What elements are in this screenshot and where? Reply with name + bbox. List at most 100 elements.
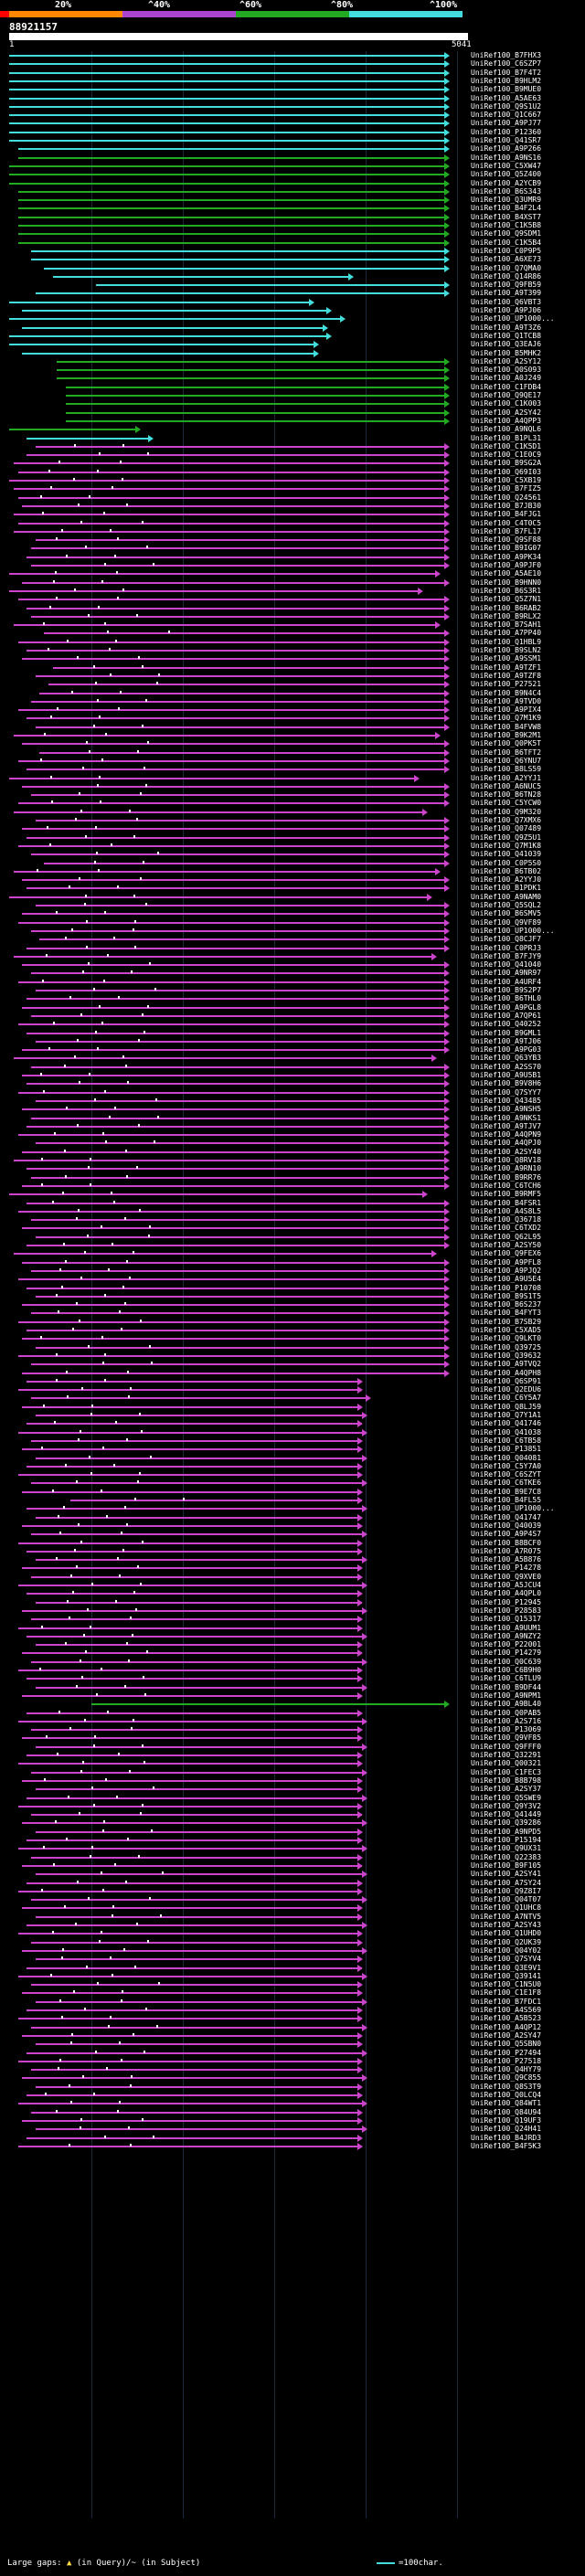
hit-row[interactable]: UniRef100_C6SZYT [0,1470,585,1479]
hit-row[interactable]: UniRef100_Q9S1U2 [0,102,585,111]
hit-label[interactable]: UniRef100_Q8CJF7 [471,935,542,943]
hit-label[interactable]: UniRef100_C5XB19 [471,476,542,484]
hit-label[interactable]: UniRef100_B6S237 [471,1300,542,1309]
hit-row[interactable]: UniRef100_A2SS70 [0,1063,585,1071]
hit-row[interactable]: UniRef100_C6Y5A7 [0,1394,585,1402]
hit-label[interactable]: UniRef100_B4FJG1 [471,510,542,518]
hit-label[interactable]: UniRef100_P27521 [471,680,542,688]
hit-row[interactable]: UniRef100_Q7SYY7 [0,1088,585,1097]
hit-label[interactable]: UniRef100_C5Y7A0 [471,1462,542,1470]
hit-row[interactable]: UniRef100_Q1HBL9 [0,638,585,646]
hit-row[interactable]: UniRef100_A2SY41 [0,1870,585,1878]
hit-label[interactable]: UniRef100_Q41038 [471,1428,542,1436]
hit-label[interactable]: UniRef100_Q84U94 [471,2108,542,2116]
hit-row[interactable]: UniRef100_UP1000... [0,1504,585,1512]
hit-label[interactable]: UniRef100_Q8LJ59 [471,1403,542,1411]
hit-row[interactable]: UniRef100_A9NZY2 [0,1632,585,1640]
hit-row[interactable]: UniRef100_B6TN28 [0,790,585,799]
hit-label[interactable]: UniRef100_B6TFT2 [471,748,542,757]
hit-row[interactable]: UniRef100_Q39286 [0,1818,585,1827]
hit-label[interactable]: UniRef100_B4FSR1 [471,1199,542,1207]
hit-label[interactable]: UniRef100_B4FYT3 [471,1309,542,1317]
hit-label[interactable]: UniRef100_B7FL17 [471,527,542,535]
hit-label[interactable]: UniRef100_Q04T07 [471,1895,542,1903]
hit-row[interactable]: UniRef100_B6SMV5 [0,909,585,917]
hit-row[interactable]: UniRef100_B9V8H6 [0,1079,585,1087]
hit-row[interactable]: UniRef100_B8LS59 [0,765,585,773]
hit-row[interactable]: UniRef100_A9PK34 [0,553,585,561]
hit-label[interactable]: UniRef100_A9TZF1 [471,663,542,672]
hit-row[interactable]: UniRef100_A9PFL8 [0,1258,585,1267]
hit-row[interactable]: UniRef100_Q9FEX6 [0,1249,585,1257]
hit-row[interactable]: UniRef100_A2SY50 [0,1241,585,1249]
hit-row[interactable]: UniRef100_A4QP12 [0,2023,585,2031]
hit-row[interactable]: UniRef100_B6THL0 [0,994,585,1002]
hit-label[interactable]: UniRef100_Q41039 [471,850,542,858]
hit-row[interactable]: UniRef100_Q7XMX6 [0,816,585,824]
hit-label[interactable]: UniRef100_B9RLX2 [471,612,542,620]
hit-label[interactable]: UniRef100_Q41747 [471,1513,542,1521]
hit-label[interactable]: UniRef100_B9DF44 [471,1683,542,1691]
hit-label[interactable]: UniRef100_B8BCF0 [471,1539,542,1547]
hit-row[interactable]: UniRef100_B4FL55 [0,1496,585,1504]
hit-label[interactable]: UniRef100_Q40252 [471,1020,542,1028]
hit-row[interactable]: UniRef100_Q04T07 [0,1895,585,1903]
hit-row[interactable]: UniRef100_Q9C855 [0,2073,585,2082]
hit-row[interactable]: UniRef100_B9F105 [0,1861,585,1870]
hit-row[interactable]: UniRef100_C1K5B8 [0,221,585,229]
hit-row[interactable]: UniRef100_Q4HY79 [0,2065,585,2073]
hit-row[interactable]: UniRef100_A9NKS1 [0,1114,585,1122]
hit-label[interactable]: UniRef100_Q07489 [471,824,542,832]
hit-label[interactable]: UniRef100_A6XE73 [471,255,542,263]
hit-row[interactable]: UniRef100_A9SSM1 [0,654,585,663]
hit-label[interactable]: UniRef100_B9HNN0 [471,578,542,587]
hit-row[interactable]: UniRef100_Q39141 [0,1972,585,1980]
hit-label[interactable]: UniRef100_A2SY42 [471,408,542,417]
hit-label[interactable]: UniRef100_A5B523 [471,2014,542,2022]
hit-label[interactable]: UniRef100_A2SY37 [471,1785,542,1793]
hit-row[interactable]: UniRef100_C6TB58 [0,1436,585,1445]
hit-label[interactable]: UniRef100_Q1TCB8 [471,332,542,340]
hit-row[interactable]: UniRef100_Q1C667 [0,111,585,119]
hit-row[interactable]: UniRef100_Q9SF88 [0,535,585,544]
hit-row[interactable]: UniRef100_Q1UHD0 [0,1929,585,1937]
hit-label[interactable]: UniRef100_B9GML1 [471,1029,542,1037]
hit-label[interactable]: UniRef100_B8LS59 [471,765,542,773]
hit-row[interactable]: UniRef100_A2SY43 [0,1921,585,1929]
hit-label[interactable]: UniRef100_Q2UK39 [471,1938,542,1946]
hit-row[interactable]: UniRef100_B7FL17 [0,527,585,535]
hit-label[interactable]: UniRef100_C0PRJ3 [471,944,542,952]
hit-row[interactable]: UniRef100_B9DF44 [0,1683,585,1691]
hit-row[interactable]: UniRef100_C6TKE6 [0,1479,585,1487]
hit-row[interactable]: UniRef100_Q14R86 [0,272,585,281]
hit-label[interactable]: UniRef100_C1K003 [471,399,542,408]
hit-label[interactable]: UniRef100_B4XST7 [471,213,542,221]
hit-label[interactable]: UniRef100_Q9Z8I7 [471,1887,542,1895]
hit-row[interactable]: UniRef100_Q00321 [0,1759,585,1767]
hit-label[interactable]: UniRef100_Q8S3T9 [471,2083,542,2091]
hit-row[interactable]: UniRef100_A4S569 [0,2006,585,2014]
hit-row[interactable]: UniRef100_B8B798 [0,1776,585,1785]
hit-label[interactable]: UniRef100_A9RN10 [471,1164,542,1172]
hit-row[interactable]: UniRef100_A9PIX4 [0,705,585,714]
hit-row[interactable]: UniRef100_Q24H41 [0,2125,585,2133]
hit-label[interactable]: UniRef100_A2SY40 [471,1148,542,1156]
hit-label[interactable]: UniRef100_B9V8H6 [471,1079,542,1087]
hit-row[interactable]: UniRef100_B7FHX3 [0,51,585,59]
hit-label[interactable]: UniRef100_Q9LKT0 [471,1334,542,1342]
hit-row[interactable]: UniRef100_B9GML1 [0,1029,585,1037]
hit-label[interactable]: UniRef100_A9TVQ2 [471,1360,542,1368]
hit-label[interactable]: UniRef100_B9MUE0 [471,85,542,93]
hit-label[interactable]: UniRef100_A4QPP3 [471,417,542,425]
hit-label[interactable]: UniRef100_Q04081 [471,1454,542,1462]
hit-row[interactable]: UniRef100_B7JB30 [0,502,585,510]
hit-label[interactable]: UniRef100_A9NPM1 [471,1691,542,1700]
hit-row[interactable]: UniRef100_A2SY37 [0,1785,585,1793]
hit-row[interactable]: UniRef100_A7R075 [0,1547,585,1555]
hit-label[interactable]: UniRef100_B4JRD3 [471,2134,542,2142]
hit-row[interactable]: UniRef100_Q9XVE0 [0,1573,585,1581]
hit-label[interactable]: UniRef100_Q0LCQ4 [471,2091,542,2099]
hit-label[interactable]: UniRef100_C1FDB4 [471,383,542,391]
hit-label[interactable]: UniRef100_Q1UHD0 [471,1929,542,1937]
hit-row[interactable]: UniRef100_A9TVD0 [0,697,585,705]
